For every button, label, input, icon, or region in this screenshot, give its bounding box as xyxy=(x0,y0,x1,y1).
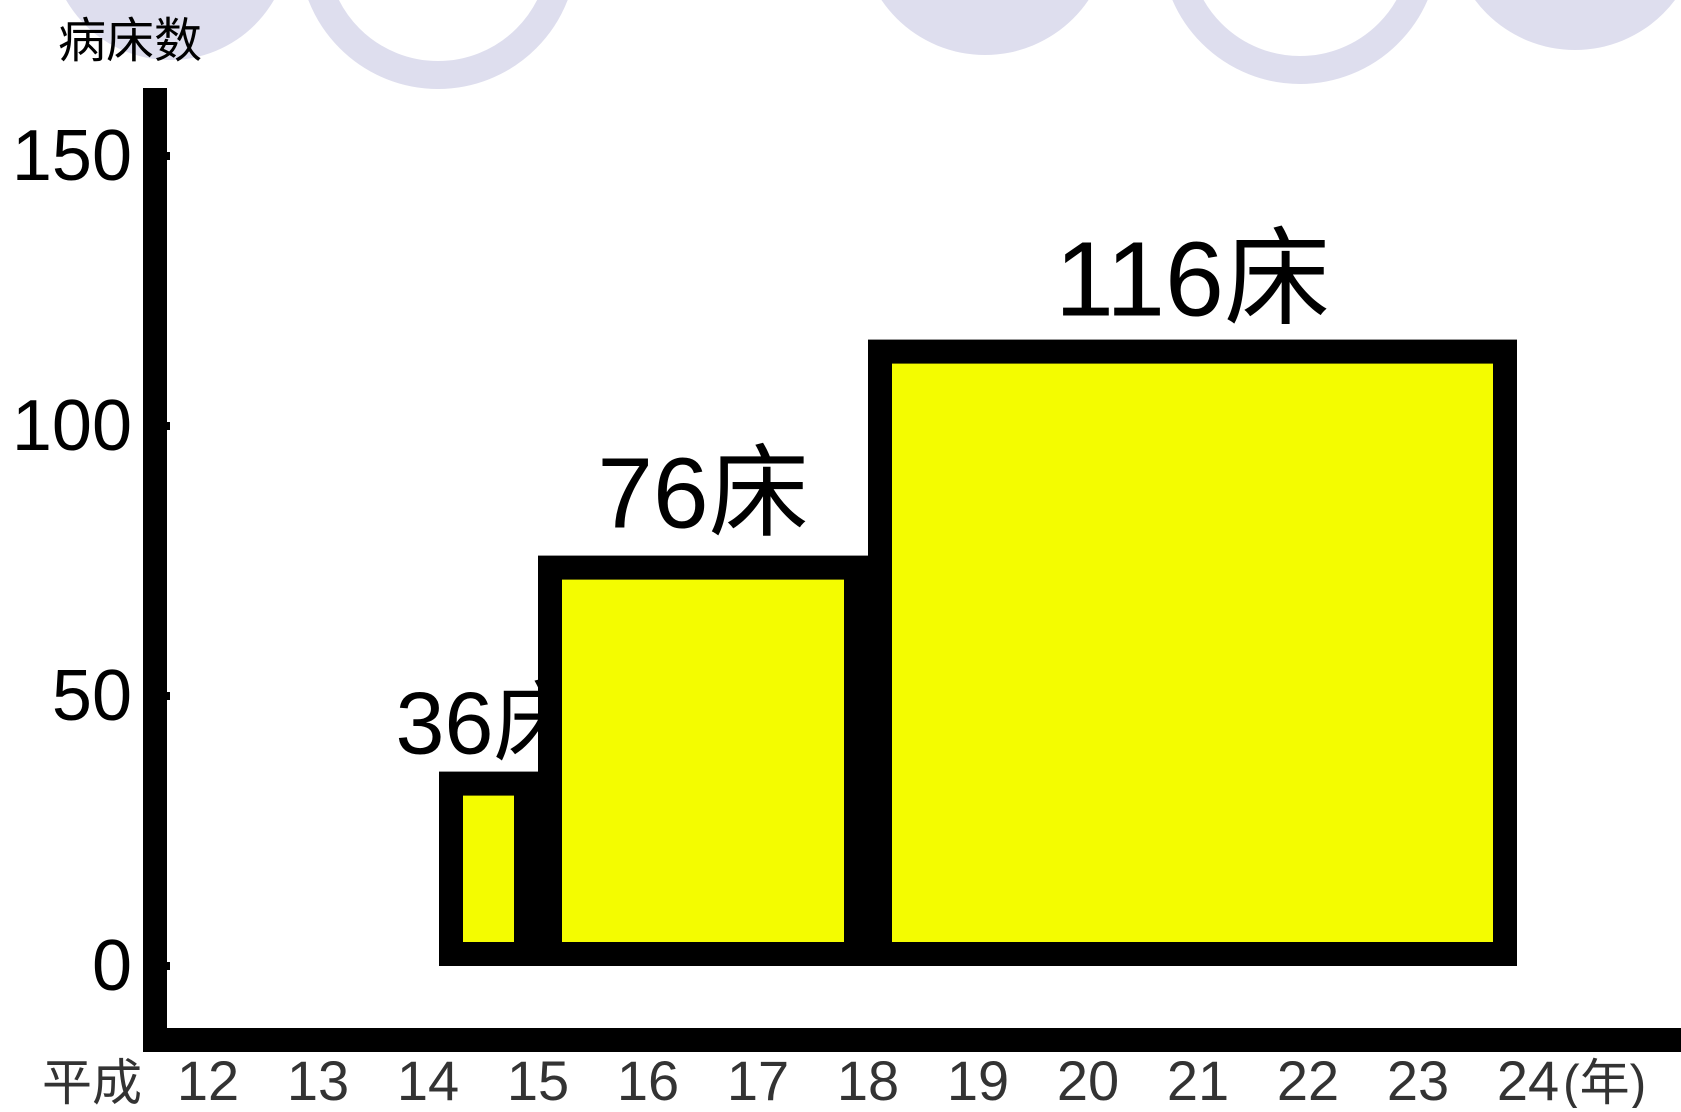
decorative-circle xyxy=(1475,0,1675,50)
bar xyxy=(439,771,538,966)
x-tick-label: 21 xyxy=(1167,1049,1229,1108)
x-tick-label: 12 xyxy=(177,1049,239,1108)
x-axis-label-prefix: 平成 xyxy=(42,1055,142,1108)
bar-value-label: 76床 xyxy=(597,438,808,550)
y-tick-label: 50 xyxy=(52,656,132,736)
bar xyxy=(538,555,868,966)
x-tick-label: 18 xyxy=(837,1049,899,1108)
x-axis: 12 13 14 15 16 17 18 19 20 21 22 23 24 xyxy=(143,1028,1681,1112)
x-axis-unit-label: (年) xyxy=(1563,1055,1646,1108)
background-decoration xyxy=(66,0,1675,89)
x-tick-label: 15 xyxy=(507,1049,569,1108)
x-tick-label: 13 xyxy=(287,1049,349,1108)
decorative-ring xyxy=(1172,0,1428,84)
x-tick-label: 14 xyxy=(397,1049,459,1108)
decorative-circle xyxy=(66,0,274,60)
x-tick-label: 17 xyxy=(727,1049,789,1108)
x-tick-label: 20 xyxy=(1057,1049,1119,1108)
x-tick-label: 23 xyxy=(1387,1049,1449,1108)
x-tick-label: 22 xyxy=(1277,1049,1339,1108)
bar-value-label: 116床 xyxy=(1055,221,1330,339)
decorative-circle xyxy=(881,0,1089,55)
y-axis-label: 病床数 xyxy=(58,15,202,68)
x-tick-label: 19 xyxy=(947,1049,1009,1108)
y-tick-label: 0 xyxy=(92,926,132,1006)
x-tick-label: 16 xyxy=(617,1049,679,1108)
decorative-ring xyxy=(308,0,568,89)
y-axis: 0 50 100 150 xyxy=(12,88,170,1052)
y-tick-label: 100 xyxy=(12,386,132,466)
bar xyxy=(868,339,1517,967)
x-tick-label: 24 xyxy=(1497,1049,1559,1108)
y-tick-label: 150 xyxy=(12,116,132,196)
